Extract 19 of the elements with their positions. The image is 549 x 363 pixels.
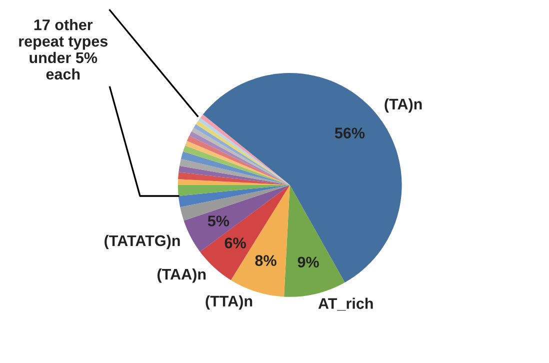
slice-label: (TA)n: [384, 98, 422, 113]
data-label: 8%: [255, 255, 276, 266]
pie-slice: [180, 151, 290, 185]
pie-slice: [178, 172, 290, 185]
pie-slice: [284, 184, 345, 297]
text: 17 other repeat types under 5% each: [19, 19, 108, 80]
data-label: 56%: [334, 128, 365, 138]
data-label: 5%: [208, 216, 230, 226]
slice-label: (TTA)n: [206, 295, 252, 310]
pie-slice: [178, 184, 290, 208]
pie-slice: [178, 184, 290, 196]
pie-slice: [180, 158, 290, 185]
pie-slice: [178, 166, 290, 185]
pie-slice: [184, 184, 290, 252]
data-label: 6%: [224, 238, 246, 248]
slice-label: AT_rich: [318, 298, 373, 311]
data-label: 9%: [298, 256, 319, 268]
slice-label: (TAA)n: [158, 268, 206, 283]
slice-label: (TATATG)n: [104, 234, 180, 250]
